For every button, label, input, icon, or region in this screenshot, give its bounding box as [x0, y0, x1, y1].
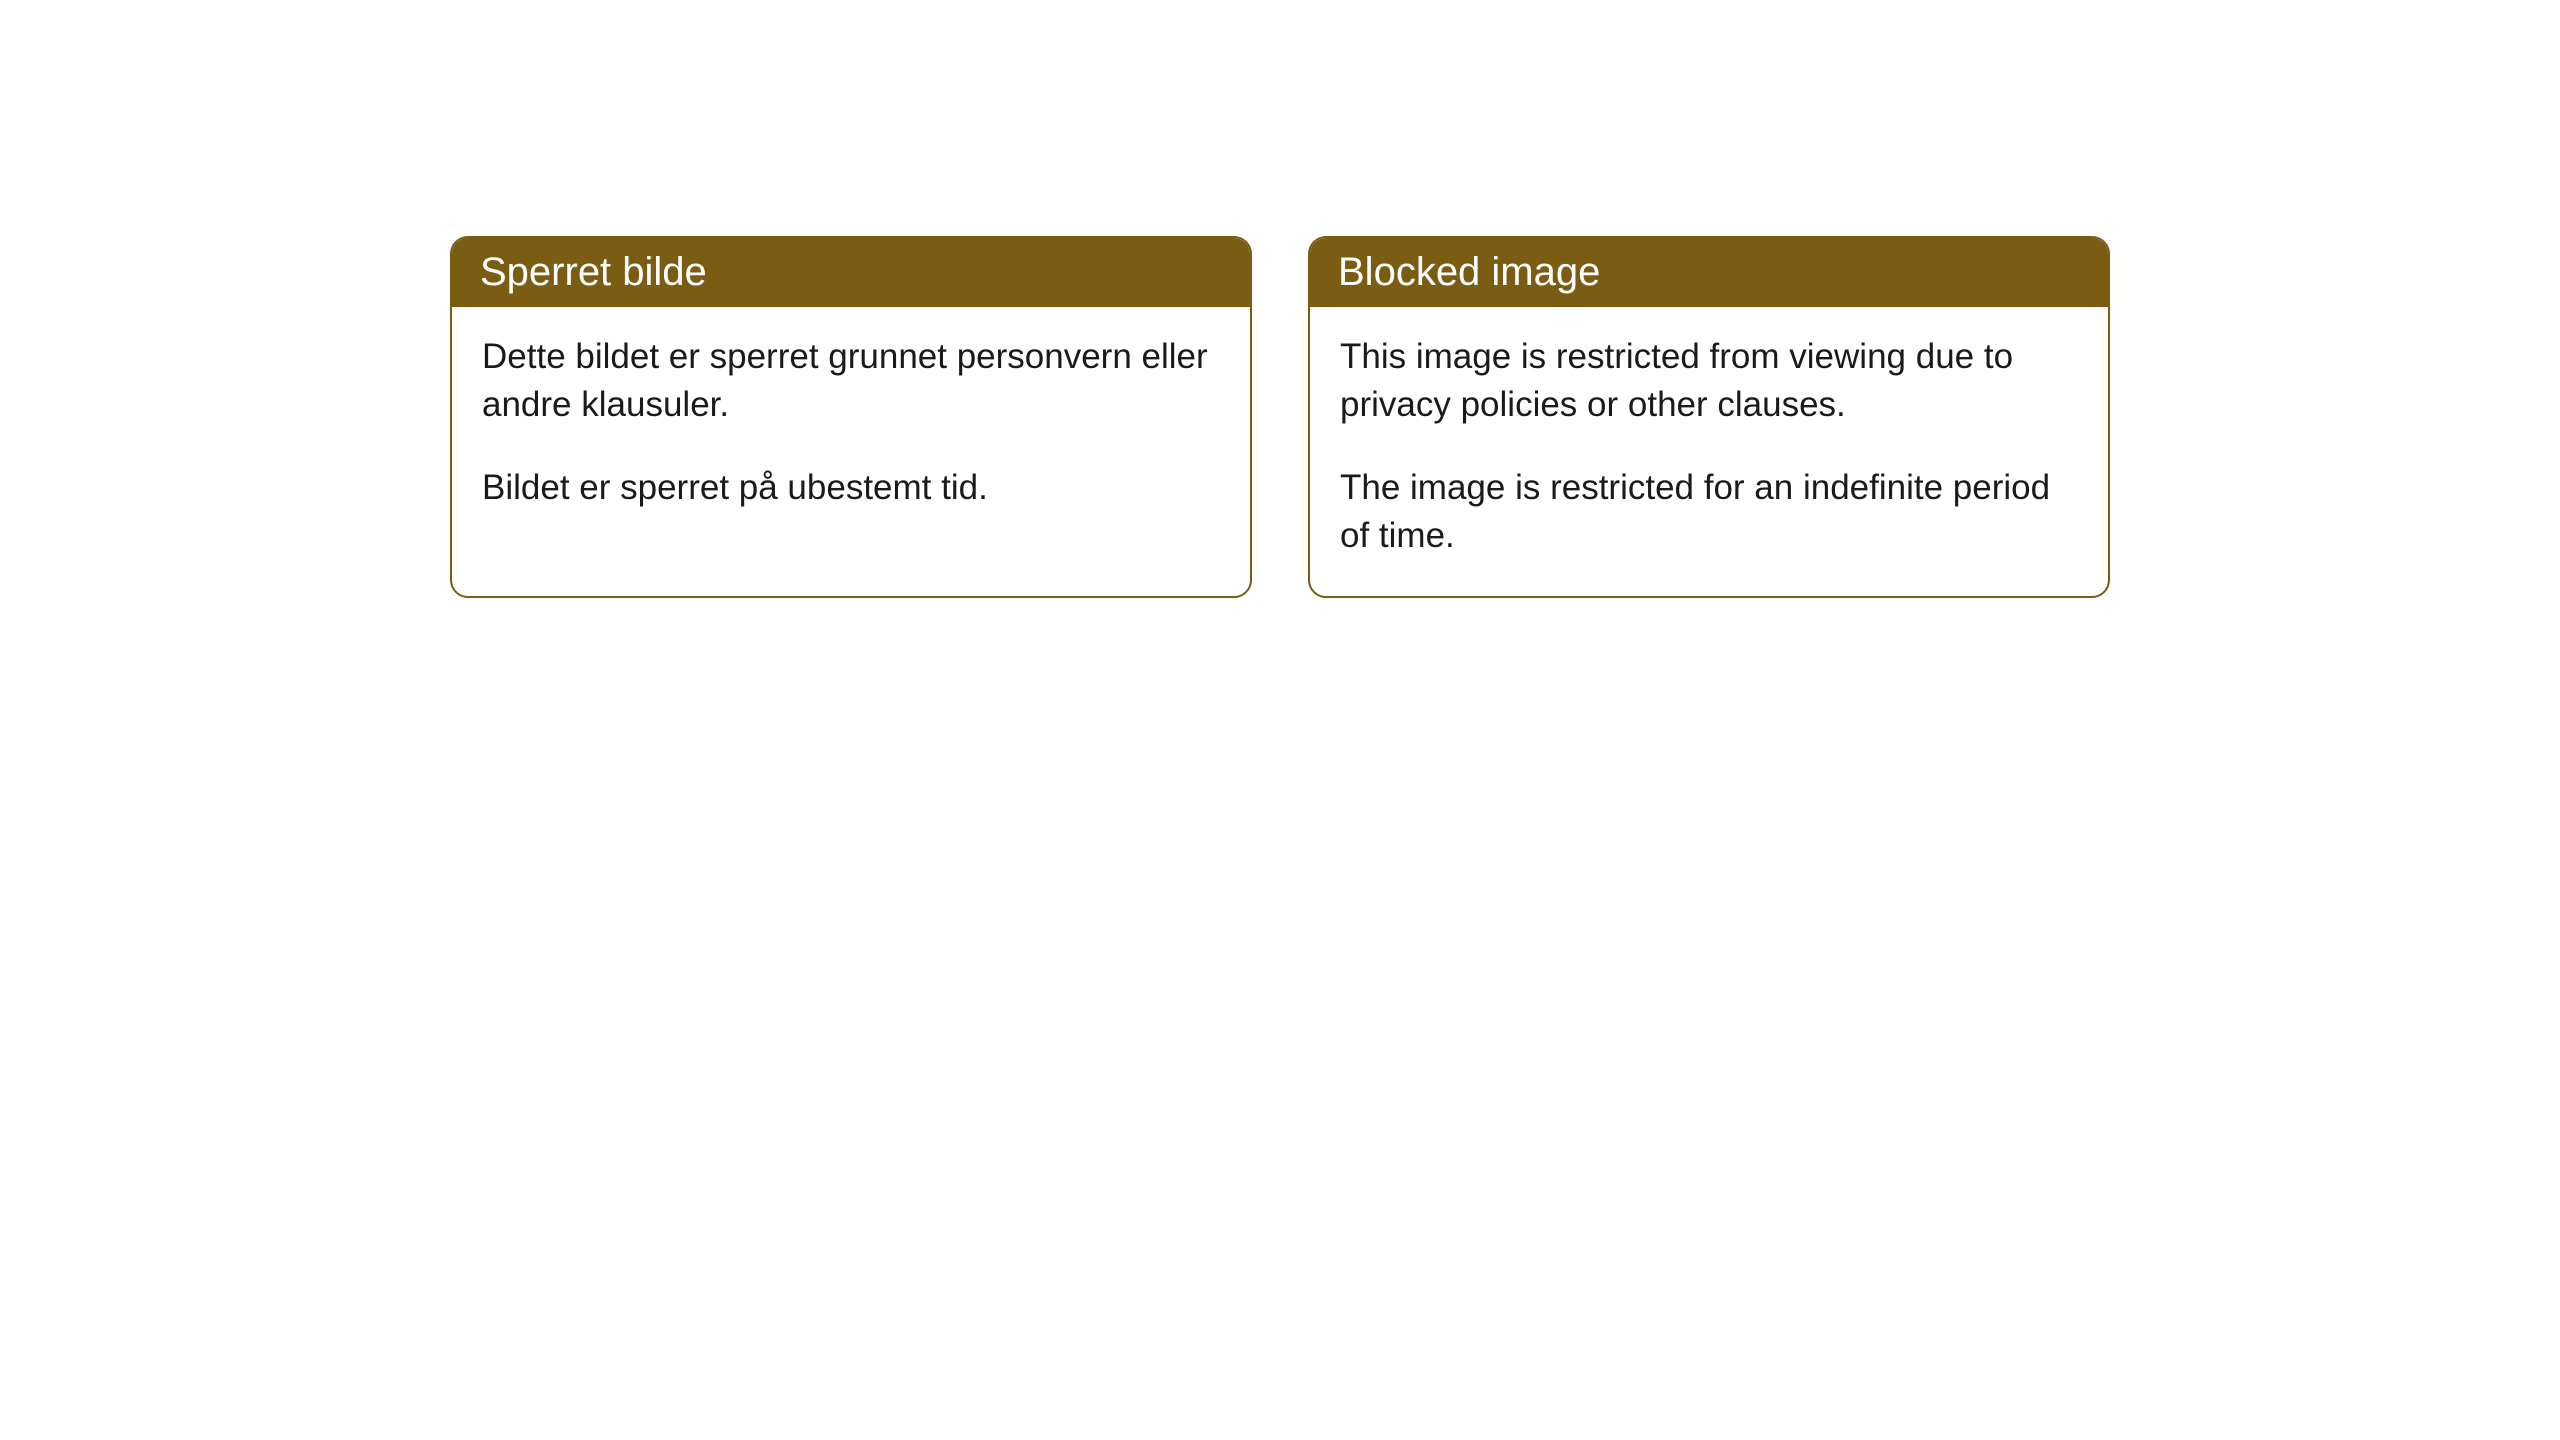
card-paragraph: The image is restricted for an indefinit… [1340, 464, 2078, 561]
card-paragraph: This image is restricted from viewing du… [1340, 333, 2078, 430]
card-title: Blocked image [1338, 250, 1600, 294]
card-body: Dette bildet er sperret grunnet personve… [452, 307, 1250, 548]
card-paragraph: Bildet er sperret på ubestemt tid. [482, 464, 1220, 512]
card-paragraph: Dette bildet er sperret grunnet personve… [482, 333, 1220, 430]
blocked-image-card-no: Sperret bilde Dette bildet er sperret gr… [450, 236, 1252, 598]
cards-container: Sperret bilde Dette bildet er sperret gr… [450, 236, 2110, 598]
card-header: Sperret bilde [452, 238, 1250, 307]
card-title: Sperret bilde [480, 250, 707, 294]
card-body: This image is restricted from viewing du… [1310, 307, 2108, 596]
blocked-image-card-en: Blocked image This image is restricted f… [1308, 236, 2110, 598]
card-header: Blocked image [1310, 238, 2108, 307]
